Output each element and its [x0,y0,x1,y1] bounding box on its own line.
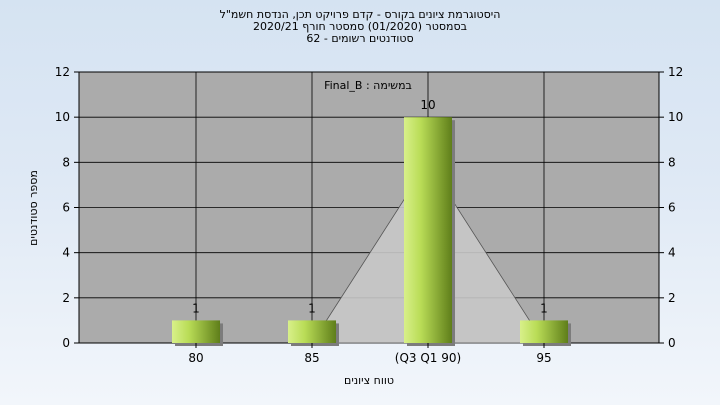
bar [172,320,220,343]
chart-subtitle-semester: בסמסטר (01/2020) סמסטר חורף 2020/21 [253,20,467,33]
y-tick-label-left: 2 [62,291,70,305]
y-tick-label-left: 4 [62,246,70,260]
x-tick-label: 95 [536,351,551,365]
y-tick-label-left: 10 [55,110,70,124]
bar-data-label: 10 [420,98,435,112]
bar [520,320,568,343]
chart-title-block: היסטוגרמת ציונים בקורס - קדם פרויקט תכן,… [0,9,720,45]
y-tick-label-left: 12 [55,65,70,79]
x-tick-label: 85 [304,351,319,365]
chart-title: היסטוגרמת ציונים בקורס - קדם פרויקט תכן,… [219,8,501,21]
y-tick-label-right: 2 [668,291,676,305]
y-tick-label-right: 4 [668,246,676,260]
y-tick-label-left: 0 [62,336,70,350]
x-tick-label: (Q3 Q1 90) [395,351,461,365]
bars: 1 1 10 1 [172,98,571,347]
y-tick-label-right: 8 [668,155,676,169]
chart-subtitle-students: סטודנטים רשומים - 62 [306,32,414,45]
y-tick-label-left: 6 [62,201,70,215]
task-annotation: Final_B : במשימה [324,79,412,92]
y-axis-title: מספר סטודנטים [27,170,40,246]
x-axis-title: טווח ציונים [344,374,394,387]
y-tick-label-right: 10 [668,110,683,124]
bar-data-label: 1 [540,301,548,315]
y-tick-label-right: 0 [668,336,676,350]
axes: 0 0 2 2 4 4 6 6 8 8 10 10 12 12 80 85 (Q3 Q1 90) 95 [55,65,684,365]
bar [288,320,336,343]
bar [404,117,452,344]
y-tick-label-left: 8 [62,155,70,169]
x-tick-label: 80 [188,351,203,365]
bar-data-label: 1 [308,301,316,315]
y-tick-label-right: 12 [668,65,683,79]
y-tick-label-right: 6 [668,201,676,215]
bar-data-label: 1 [192,301,200,315]
